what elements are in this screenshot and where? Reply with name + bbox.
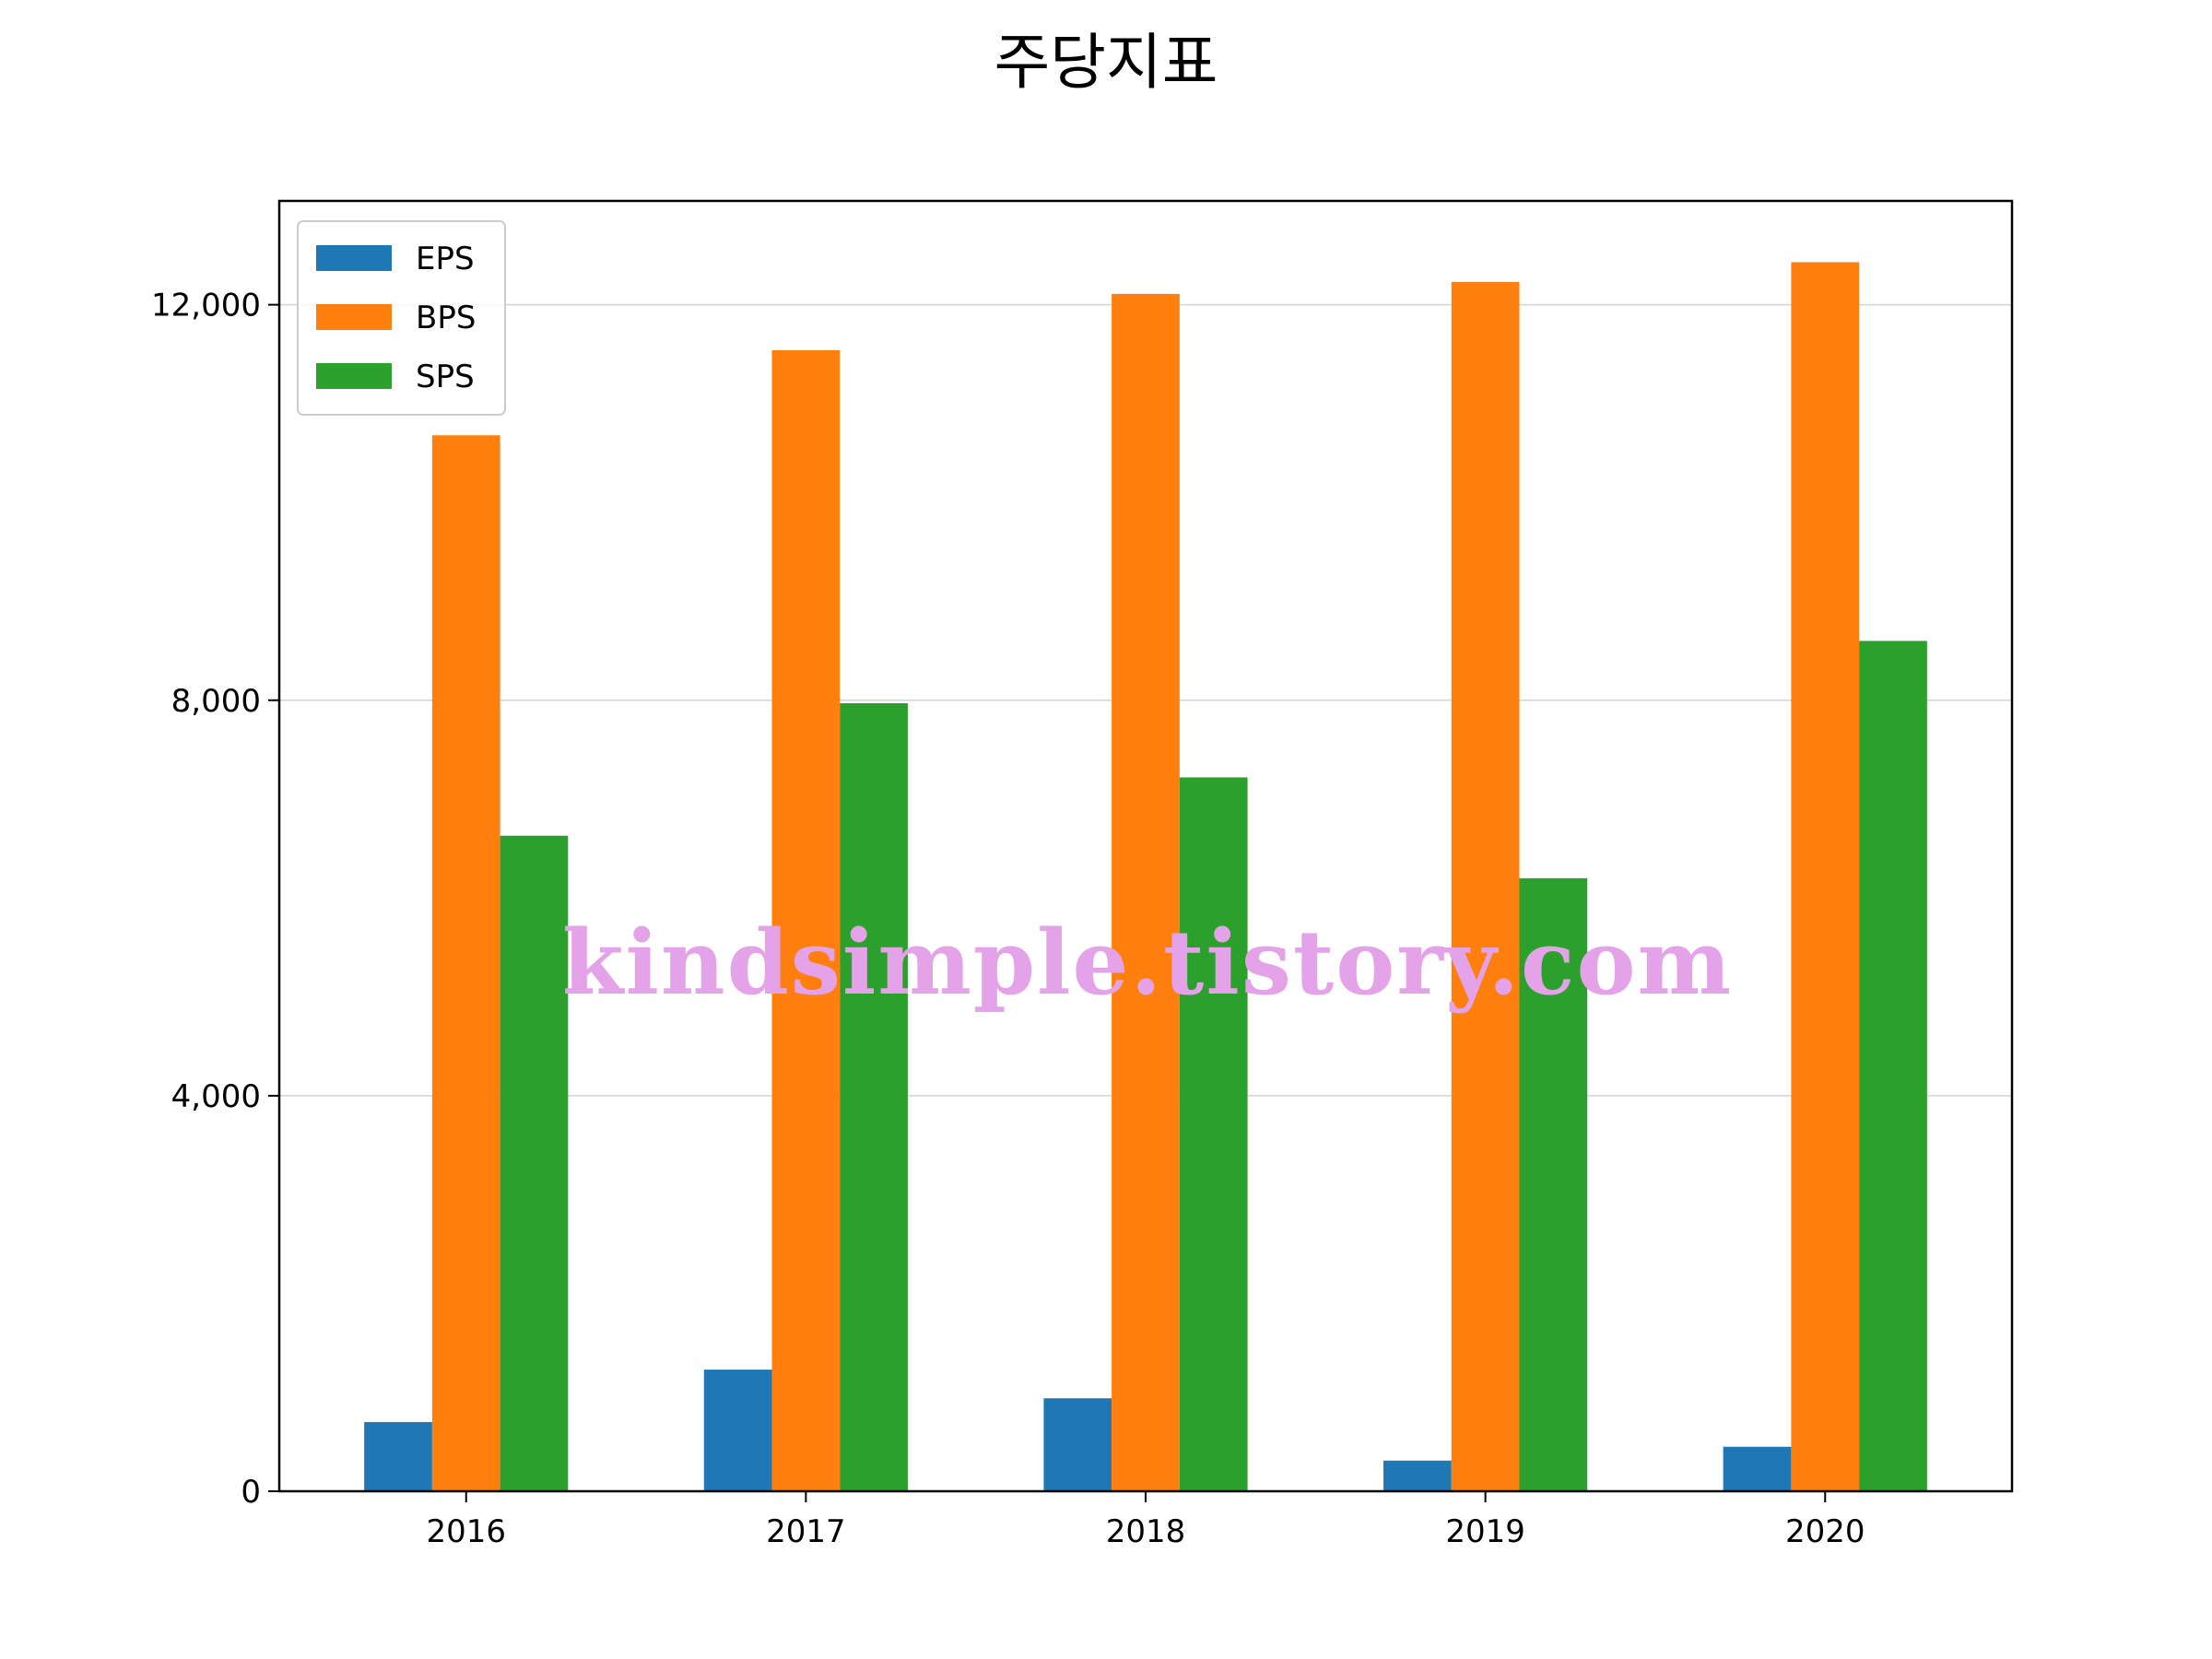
legend: EPS BPS SPS [297,220,506,416]
bar-sps [840,702,908,1491]
legend-swatch-sps [316,363,392,389]
bar-eps [703,1370,772,1491]
y-axis: 0 4,000 8,000 12,000 [151,288,279,1511]
bar-eps [1043,1398,1112,1491]
x-tick-label: 2016 [426,1513,506,1550]
watermark: kindsimple.tistory.com [562,911,1733,1015]
x-tick-label: 2017 [766,1513,846,1550]
x-tick-label: 2019 [1445,1513,1525,1550]
chart-title: 주당지표 [994,27,1218,98]
x-tick-label: 2018 [1106,1513,1186,1550]
legend-swatch-eps [316,245,392,271]
bar-sps [1519,877,1588,1491]
bar-bps [771,349,841,1492]
bar-bps [431,435,500,1491]
bar-bps [1112,293,1180,1492]
x-tick-label: 2020 [1785,1513,1865,1550]
y-tick-label: 0 [241,1474,261,1511]
legend-label-sps: SPS [416,359,475,395]
bars [364,262,1927,1492]
bar-eps [1723,1446,1792,1491]
bar-eps [1383,1460,1452,1491]
y-tick-label: 12,000 [151,288,261,324]
y-tick-label: 8,000 [171,683,261,720]
bar-eps [364,1421,432,1491]
legend-label-eps: EPS [416,241,475,277]
bar-bps [1451,281,1520,1491]
x-axis: 2016 2017 2018 2019 2020 [426,1491,1865,1550]
y-tick-label: 4,000 [171,1078,261,1115]
legend-swatch-bps [316,304,392,330]
legend-label-bps: BPS [416,300,476,336]
bar-sps [500,835,569,1491]
bar-sps [1179,777,1248,1491]
bar-sps [1859,641,1927,1491]
bar-bps [1791,262,1860,1491]
